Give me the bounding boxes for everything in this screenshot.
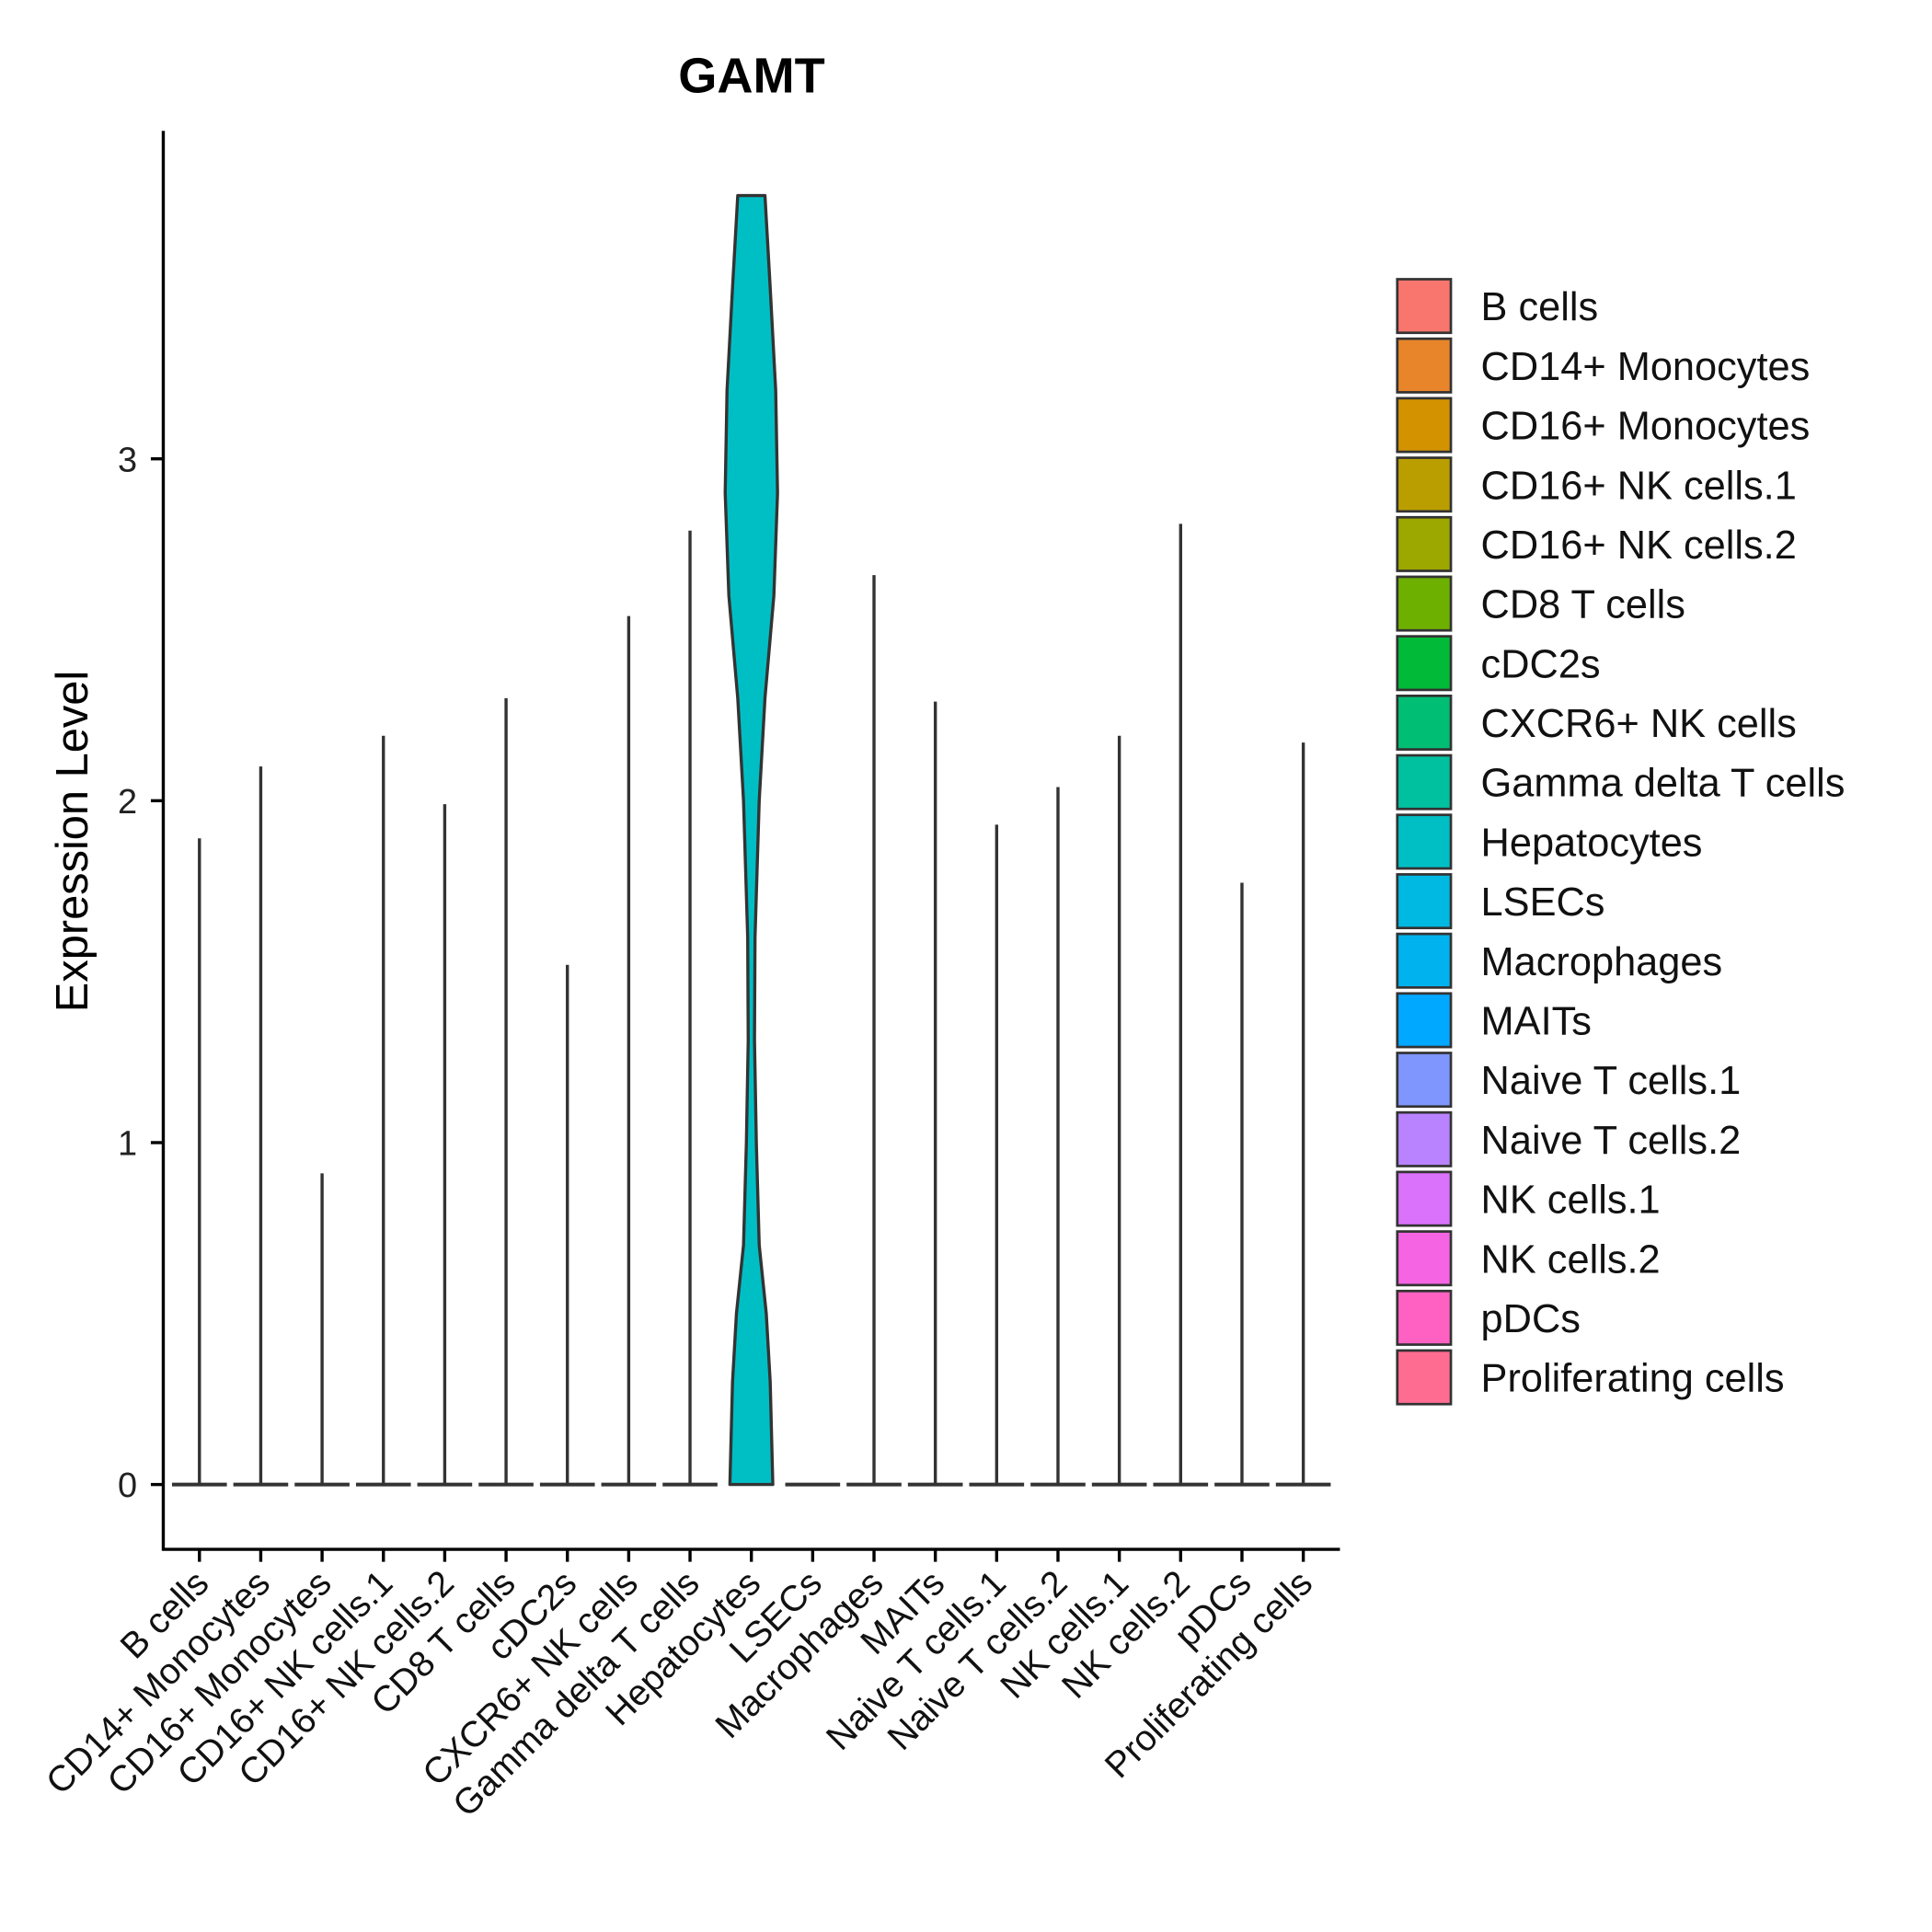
legend-label: CD16+ NK cells.2 — [1481, 523, 1797, 568]
y-tick-label: 0 — [118, 1466, 137, 1505]
legend-item: Naive T cells.1 — [1396, 1052, 1742, 1109]
legend-label: Gamma delta T cells — [1481, 762, 1846, 806]
legend-label: MAITs — [1481, 1000, 1592, 1044]
violin-nk-cells-2 — [1153, 523, 1209, 1487]
legend-key — [1396, 456, 1453, 513]
legend-item: CD16+ NK cells.2 — [1396, 515, 1797, 572]
legend-label: Naive T cells.2 — [1481, 1119, 1742, 1163]
legend-label: Naive T cells.1 — [1481, 1059, 1742, 1103]
y-tick-label: 3 — [118, 441, 137, 479]
legend-label: CD16+ Monocytes — [1481, 405, 1811, 449]
legend-label: Proliferating cells — [1481, 1357, 1785, 1401]
legend-label: CD8 T cells — [1481, 583, 1685, 627]
legend-label: cDC2s — [1481, 642, 1601, 686]
legend-item: NK cells.1 — [1396, 1170, 1661, 1227]
violin-maits — [907, 701, 963, 1487]
violin-cd8-t-cells — [478, 697, 534, 1487]
legend-key — [1396, 753, 1453, 811]
violin-cd14-monocytes — [233, 766, 289, 1487]
legend-key — [1396, 1230, 1453, 1287]
y-axis-label: Expression Level — [48, 671, 98, 1012]
legend-key — [1396, 932, 1453, 989]
legend-key — [1396, 1052, 1453, 1109]
legend-item: Gamma delta T cells — [1396, 753, 1846, 811]
legend-key — [1396, 1110, 1453, 1167]
legend-item: CD16+ NK cells.1 — [1396, 456, 1797, 513]
legend-item: CD16+ Monocytes — [1396, 397, 1811, 454]
y-tick-label: 2 — [118, 783, 137, 822]
violin-pdcs — [1214, 882, 1270, 1487]
legend-key — [1396, 337, 1453, 394]
legend-item: NK cells.2 — [1396, 1230, 1661, 1287]
legend-item: Macrophages — [1396, 932, 1723, 989]
violin-cd16-nk-cells-1 — [355, 735, 411, 1487]
violin-nk-cells-1 — [1091, 735, 1147, 1487]
violin-b-cells — [171, 838, 227, 1487]
legend-key — [1396, 515, 1453, 572]
legend-key — [1396, 278, 1453, 335]
legend-key — [1396, 635, 1453, 692]
legend-label: CXCR6+ NK cells — [1481, 702, 1797, 746]
legend-item: CD14+ Monocytes — [1396, 337, 1811, 394]
violin-cdc2s — [539, 964, 595, 1487]
legend-key — [1396, 575, 1453, 632]
legend: B cells CD14+ Monocytes CD16+ Monocytes CD1… — [1396, 278, 1846, 1406]
legend-item: CXCR6+ NK cells — [1396, 694, 1797, 751]
violin-gamma-delta-t-cells — [662, 530, 718, 1487]
y-tick-label: 1 — [118, 1125, 137, 1164]
violin-cd16-nk-cells-2 — [417, 804, 473, 1487]
legend-key — [1396, 1170, 1453, 1227]
violin-cd16-monocytes — [294, 1173, 350, 1487]
legend-label: NK cells.1 — [1481, 1179, 1661, 1223]
violin-hepatocytes — [723, 193, 779, 1487]
legend-label: pDCs — [1481, 1297, 1581, 1341]
legend-key — [1396, 813, 1453, 870]
legend-item: pDCs — [1396, 1289, 1581, 1346]
violin-naive-t-cells-1 — [969, 824, 1025, 1487]
legend-item: Proliferating cells — [1396, 1349, 1785, 1406]
legend-key — [1396, 694, 1453, 751]
legend-label: Hepatocytes — [1481, 821, 1703, 865]
legend-key — [1396, 1289, 1453, 1346]
legend-label: NK cells.2 — [1481, 1237, 1661, 1282]
violin-macrophages — [846, 575, 902, 1487]
legend-label: LSECs — [1481, 880, 1605, 925]
legend-item: LSECs — [1396, 873, 1605, 930]
legend-item: Naive T cells.2 — [1396, 1110, 1742, 1167]
violin-cxcr6-nk-cells — [601, 615, 657, 1487]
legend-key — [1396, 1349, 1453, 1406]
violin-proliferating-cells — [1275, 742, 1331, 1487]
legend-key — [1396, 397, 1453, 454]
legend-label: CD14+ Monocytes — [1481, 345, 1811, 389]
legend-item: MAITs — [1396, 992, 1592, 1049]
legend-item: cDC2s — [1396, 635, 1601, 692]
legend-label: CD16+ NK cells.1 — [1481, 464, 1797, 508]
legend-key — [1396, 992, 1453, 1049]
legend-item: Hepatocytes — [1396, 813, 1703, 870]
chart-title: GAMT — [678, 48, 825, 103]
violin-naive-t-cells-2 — [1030, 787, 1086, 1487]
legend-label: B cells — [1481, 285, 1599, 329]
legend-key — [1396, 873, 1453, 930]
legend-label: Macrophages — [1481, 940, 1723, 984]
legend-item: CD8 T cells — [1396, 575, 1685, 632]
legend-item: B cells — [1396, 278, 1599, 335]
